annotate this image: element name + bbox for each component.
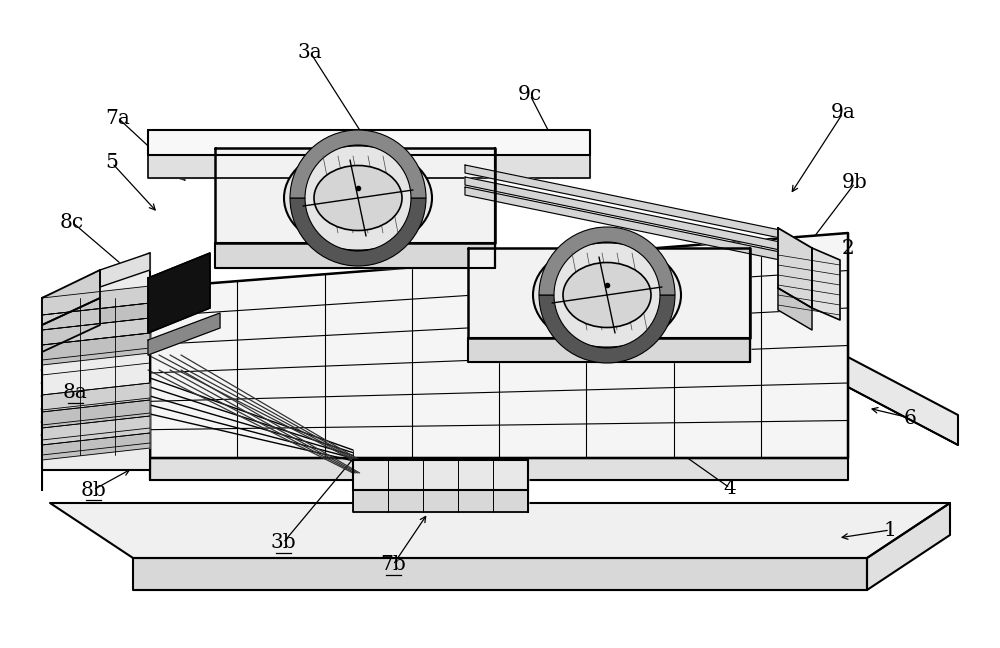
Polygon shape	[42, 253, 150, 470]
Polygon shape	[730, 295, 958, 445]
Text: 4: 4	[724, 478, 736, 498]
Polygon shape	[42, 383, 150, 412]
Text: 8b: 8b	[80, 481, 106, 500]
Wedge shape	[539, 295, 675, 363]
Text: 6: 6	[904, 408, 916, 428]
Polygon shape	[42, 286, 150, 315]
Polygon shape	[148, 253, 210, 333]
Polygon shape	[148, 155, 590, 178]
Polygon shape	[50, 503, 950, 558]
Polygon shape	[42, 433, 150, 460]
Polygon shape	[465, 177, 780, 250]
Ellipse shape	[533, 242, 681, 347]
Polygon shape	[353, 460, 528, 490]
Polygon shape	[42, 318, 150, 345]
Text: 9c: 9c	[518, 86, 542, 104]
Polygon shape	[730, 325, 958, 445]
Ellipse shape	[284, 146, 432, 251]
Polygon shape	[42, 298, 100, 352]
Polygon shape	[150, 233, 848, 458]
Text: 5: 5	[106, 154, 118, 172]
Polygon shape	[42, 325, 270, 445]
Ellipse shape	[563, 262, 651, 327]
Text: 8c: 8c	[60, 213, 84, 231]
Polygon shape	[150, 458, 848, 480]
Polygon shape	[148, 313, 220, 355]
Text: 7b: 7b	[380, 555, 406, 575]
Polygon shape	[42, 416, 150, 445]
Text: 9a: 9a	[831, 104, 855, 122]
Polygon shape	[778, 288, 812, 330]
Text: 8a: 8a	[63, 384, 87, 402]
Polygon shape	[867, 503, 950, 590]
Text: 3b: 3b	[270, 533, 296, 553]
Polygon shape	[42, 333, 150, 365]
Text: 9b: 9b	[842, 174, 868, 192]
Polygon shape	[215, 243, 495, 268]
Wedge shape	[290, 130, 426, 198]
Text: 7a: 7a	[106, 108, 130, 128]
Polygon shape	[353, 490, 528, 512]
Polygon shape	[42, 295, 270, 445]
Polygon shape	[148, 130, 590, 155]
Polygon shape	[468, 338, 750, 362]
Text: 1: 1	[884, 520, 896, 540]
Wedge shape	[290, 198, 426, 266]
Polygon shape	[778, 228, 812, 308]
Polygon shape	[42, 303, 150, 330]
Polygon shape	[468, 248, 750, 338]
Polygon shape	[465, 187, 780, 260]
Polygon shape	[465, 165, 780, 238]
Text: 3a: 3a	[298, 43, 322, 62]
Polygon shape	[42, 270, 100, 325]
Polygon shape	[42, 400, 150, 428]
Polygon shape	[100, 253, 150, 287]
Polygon shape	[133, 558, 867, 590]
Polygon shape	[812, 248, 840, 320]
Ellipse shape	[314, 165, 402, 231]
Text: 2: 2	[842, 238, 854, 257]
Polygon shape	[215, 148, 495, 243]
Wedge shape	[539, 227, 675, 295]
